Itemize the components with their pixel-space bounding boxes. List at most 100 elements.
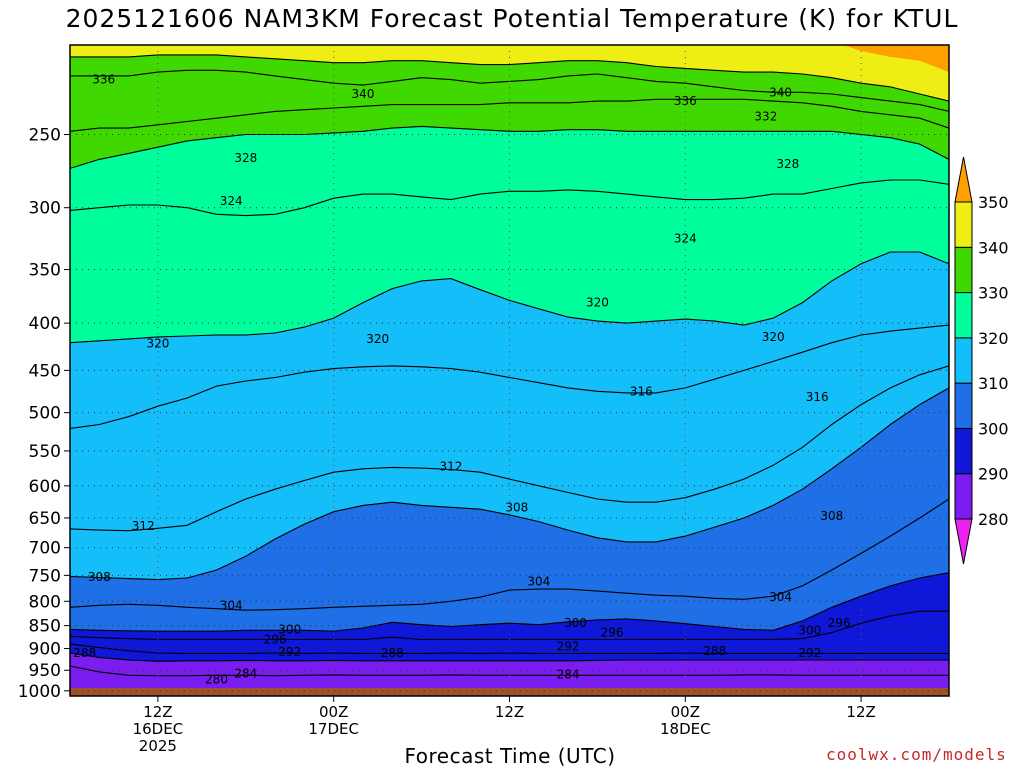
ground-layer bbox=[70, 687, 949, 696]
pressure-axis: 250 300 350 400 450 500 550 600 650 700 750 800 850 9… bbox=[18, 126, 70, 702]
isentrope-320 bbox=[70, 251, 949, 344]
x-tick-label-3-1: 18DEC bbox=[660, 720, 711, 738]
y-tick-label-250: 250 bbox=[29, 126, 61, 146]
isentrope-316 bbox=[70, 324, 949, 429]
isentrope-332 bbox=[70, 98, 949, 132]
grid-layer bbox=[70, 45, 949, 696]
y-tick-label-500: 500 bbox=[29, 404, 61, 424]
contour-label-24: 300 bbox=[564, 616, 587, 630]
fill-band-350 bbox=[70, 45, 949, 73]
contour-label-27: 296 bbox=[601, 626, 624, 640]
contour-label-20: 304 bbox=[220, 598, 243, 612]
contour-label-13: 316 bbox=[630, 384, 653, 398]
contour-label-26: 296 bbox=[264, 633, 287, 647]
contour-label-12: 320 bbox=[762, 330, 785, 344]
x-axis-label: Forecast Time (UTC) bbox=[404, 744, 616, 768]
colorbar-label-350: 350 bbox=[978, 193, 1009, 212]
colorbar-band-310 bbox=[954, 337, 973, 384]
contour-label-0: 336 bbox=[92, 73, 115, 87]
colorbar-bottom-arrow bbox=[954, 518, 973, 565]
contour-label-36: 284 bbox=[557, 667, 580, 681]
colorbar-label-340: 340 bbox=[978, 238, 1009, 257]
contour-label-8: 324 bbox=[674, 232, 697, 246]
contour-label-4: 332 bbox=[754, 109, 777, 123]
y-tick-label-450: 450 bbox=[29, 361, 61, 381]
y-tick-label-700: 700 bbox=[29, 539, 61, 559]
contour-label-25: 300 bbox=[798, 623, 821, 637]
colorbar-label-290: 290 bbox=[978, 465, 1009, 484]
y-tick-label-900: 900 bbox=[29, 640, 61, 660]
x-tick-label-1-1: 17DEC bbox=[308, 720, 359, 738]
colorbar-band-290 bbox=[954, 427, 973, 475]
fill-band-340 bbox=[70, 45, 949, 102]
contour-label-22: 304 bbox=[769, 590, 792, 604]
y-tick-label-350: 350 bbox=[29, 261, 61, 281]
y-tick-label-800: 800 bbox=[29, 592, 61, 612]
contour-label-14: 316 bbox=[806, 390, 829, 404]
y-tick-label-950: 950 bbox=[29, 661, 61, 681]
isentrope-312 bbox=[70, 365, 949, 532]
x-tick-label-0-0: 12Z bbox=[143, 703, 172, 721]
x-tick-label-0-2: 2025 bbox=[139, 737, 177, 755]
colorbar-band-330 bbox=[954, 246, 973, 294]
contour-label-33: 288 bbox=[381, 646, 404, 660]
contour-label-layer: 336 340 336 340 332 328 328 324 324 320 320 320 320 3… bbox=[73, 73, 850, 687]
credit-text: coolwx.com/models bbox=[826, 745, 1007, 764]
y-tick-label-650: 650 bbox=[29, 509, 61, 529]
contour-label-3: 340 bbox=[769, 85, 792, 99]
colorbar-band-300 bbox=[954, 382, 973, 429]
colorbar-band-280 bbox=[954, 473, 973, 520]
ground-fill bbox=[70, 687, 949, 696]
isentrope-layer bbox=[70, 54, 949, 677]
contour-label-31: 292 bbox=[798, 646, 821, 660]
contour-label-21: 304 bbox=[527, 575, 550, 589]
isentrope-288 bbox=[70, 652, 949, 662]
contour-label-35: 284 bbox=[234, 667, 257, 681]
contour-label-34: 288 bbox=[703, 644, 726, 658]
contour-label-6: 328 bbox=[776, 157, 799, 171]
contour-label-18: 308 bbox=[505, 500, 528, 514]
x-tick-label-0-1: 16DEC bbox=[133, 720, 184, 738]
contour-label-15: 312 bbox=[132, 519, 155, 533]
colorbar-band-340 bbox=[954, 201, 973, 248]
contour-label-11: 320 bbox=[586, 296, 609, 310]
y-tick-label-1000: 1000 bbox=[18, 682, 61, 702]
isentrope-304 bbox=[70, 498, 949, 611]
y-tick-label-600: 600 bbox=[29, 477, 61, 497]
y-tick-label-750: 750 bbox=[29, 566, 61, 586]
isentrope-328 bbox=[70, 125, 949, 169]
colorbar-band-320 bbox=[954, 292, 973, 339]
contour-label-30: 292 bbox=[557, 639, 580, 653]
isentrope-340 bbox=[70, 54, 949, 102]
contour-label-37: 280 bbox=[205, 672, 228, 686]
colorbar-top-arrow bbox=[954, 156, 973, 203]
isentrope-308 bbox=[70, 387, 949, 581]
isentrope-324 bbox=[70, 179, 949, 217]
colorbar-label-280: 280 bbox=[978, 510, 1009, 529]
contour-label-16: 312 bbox=[439, 460, 462, 474]
contour-label-5: 328 bbox=[234, 151, 257, 165]
x-tick-label-4-0: 12Z bbox=[846, 703, 875, 721]
contour-label-10: 320 bbox=[366, 332, 389, 346]
colorbar-label-310: 310 bbox=[978, 374, 1009, 393]
isentrope-292 bbox=[70, 643, 949, 654]
isentrope-300 bbox=[70, 572, 949, 632]
colorbar: 280 290 300 310 320 330 340 350 bbox=[954, 156, 1009, 565]
x-tick-label-1-0: 00Z bbox=[319, 703, 348, 721]
x-tick-label-2-0: 12Z bbox=[495, 703, 524, 721]
y-tick-label-300: 300 bbox=[29, 199, 61, 219]
chart-title: 2025121606 NAM3KM Forecast Potential Tem… bbox=[65, 4, 959, 33]
colorbar-label-330: 330 bbox=[978, 284, 1009, 303]
y-tick-label-550: 550 bbox=[29, 442, 61, 462]
contour-label-17: 308 bbox=[88, 570, 111, 584]
contour-label-7: 324 bbox=[220, 194, 243, 208]
contour-label-32: 288 bbox=[73, 646, 96, 660]
y-tick-label-850: 850 bbox=[29, 617, 61, 637]
contour-label-23: 300 bbox=[278, 622, 301, 636]
contour-label-28: 296 bbox=[828, 616, 851, 630]
contour-label-1: 340 bbox=[352, 87, 375, 101]
colorbar-label-320: 320 bbox=[978, 329, 1009, 348]
contour-label-2: 336 bbox=[674, 94, 697, 108]
